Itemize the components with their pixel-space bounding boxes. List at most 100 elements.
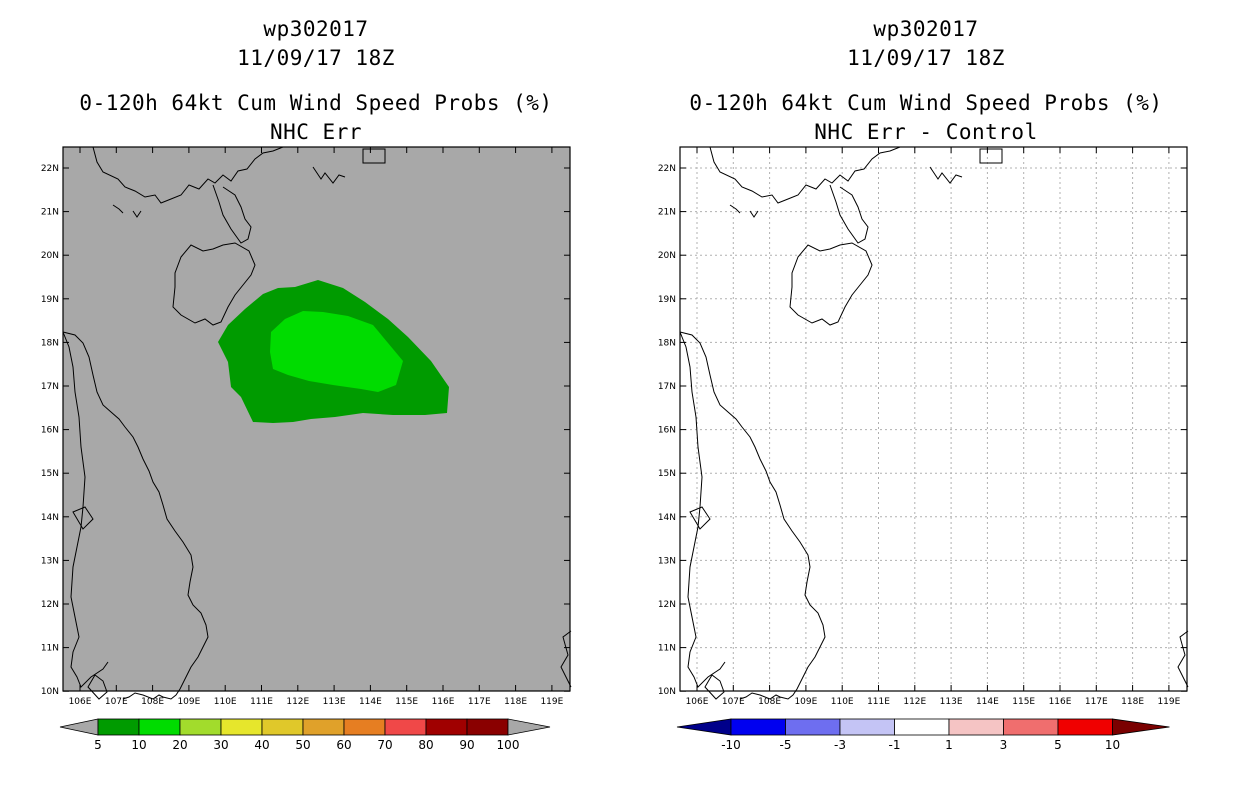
right-colorbar-swatch (730, 718, 786, 736)
lat-label: 17N (41, 382, 59, 392)
lon-label: 119E (540, 697, 563, 707)
lon-label: 111E (250, 697, 273, 707)
left-axis-ticks (63, 147, 570, 692)
left-colorbar-label: 5 (94, 738, 102, 752)
lat-label: 10N (658, 687, 676, 697)
right-axis-ticks (680, 147, 1187, 692)
left-colorbar-label: 50 (295, 738, 310, 752)
left-map: 106E 107E 108E 109E 110E 111E 112E 113E 114E 115E… (41, 146, 572, 707)
lon-label: 110E (214, 697, 237, 707)
lon-label: 117E (1085, 697, 1108, 707)
left-colorbar-label: 70 (377, 738, 392, 752)
lat-label: 10N (41, 687, 59, 697)
right-colorbar-label: -10 (721, 738, 741, 752)
lat-label: 20N (41, 251, 59, 261)
right-lon-labels: 106E 107E 108E 109E 110E 111E 112E 113E 114E 115E… (686, 697, 1181, 707)
right-colorbar-swatch (1057, 718, 1113, 736)
left-colorbar-swatch (343, 718, 386, 736)
lon-label: 119E (1157, 697, 1180, 707)
lat-label: 11N (658, 644, 676, 654)
left-colorbar-swatch (97, 718, 140, 736)
left-probability-field (218, 280, 449, 423)
lat-label: 17N (658, 382, 676, 392)
lon-label: 116E (432, 697, 455, 707)
lon-label: 106E (686, 697, 709, 707)
right-panel-title: wp302017 11/09/17 18Z 0-120h 64kt Cum Wi… (646, 15, 1206, 147)
lat-label: 16N (41, 426, 59, 436)
lon-label: 113E (940, 697, 963, 707)
left-colorbar-over-arrow (507, 718, 551, 736)
lat-label: 16N (658, 426, 676, 436)
lon-label: 117E (468, 697, 491, 707)
lat-label: 14N (41, 513, 59, 523)
lat-label: 21N (41, 208, 59, 218)
left-colorbar-swatch (384, 718, 427, 736)
left-colorbar-label: 30 (213, 738, 228, 752)
left-prob-contour-10 (270, 311, 403, 392)
left-colorbar-label: 40 (254, 738, 269, 752)
right-gridlines (680, 147, 1187, 691)
right-map: 106E 107E 108E 109E 110E 111E 112E 113E 114E 115E… (658, 146, 1189, 707)
right-colorbar-swatch (785, 718, 841, 736)
lat-label: 11N (41, 644, 59, 654)
lat-label: 12N (658, 600, 676, 610)
lon-label: 112E (903, 697, 926, 707)
right-colorbar: -10 -5 -3 -1 1 3 5 10 (676, 718, 1170, 752)
left-panel-title: wp302017 11/09/17 18Z 0-120h 64kt Cum Wi… (36, 15, 596, 147)
left-colorbar-swatch (261, 718, 304, 736)
lon-label: 114E (359, 697, 382, 707)
lat-label: 15N (41, 469, 59, 479)
right-subtitle: NHC Err - Control (814, 120, 1038, 144)
lat-label: 22N (658, 164, 676, 174)
lon-label: 108E (758, 697, 781, 707)
left-storm-id: wp302017 (263, 17, 369, 41)
left-colorbar-label: 80 (418, 738, 433, 752)
right-product-title: 0-120h 64kt Cum Wind Speed Probs (%) (689, 91, 1163, 115)
right-colorbar-swatch (1003, 718, 1059, 736)
lon-label: 106E (69, 697, 92, 707)
right-colorbar-swatch (948, 718, 1004, 736)
lon-label: 115E (1012, 697, 1035, 707)
lat-label: 22N (41, 164, 59, 174)
left-colorbar: 5 10 20 30 40 50 60 70 80 90 100 (59, 718, 551, 752)
left-colorbar-swatch (302, 718, 345, 736)
lon-label: 113E (323, 697, 346, 707)
lat-label: 18N (41, 338, 59, 348)
lon-label: 109E (794, 697, 817, 707)
lat-label: 21N (658, 208, 676, 218)
lon-label: 115E (395, 697, 418, 707)
lon-label: 109E (177, 697, 200, 707)
right-datetime: 11/09/17 18Z (847, 46, 1005, 70)
right-colorbar-label: -3 (834, 738, 846, 752)
right-colorbar-label: 10 (1105, 738, 1120, 752)
right-colorbar-label: 1 (945, 738, 953, 752)
left-colorbar-label: 90 (459, 738, 474, 752)
right-colorbar-label: 3 (1000, 738, 1008, 752)
left-colorbar-label: 20 (172, 738, 187, 752)
left-product-title: 0-120h 64kt Cum Wind Speed Probs (%) (79, 91, 553, 115)
right-colorbar-under-arrow (676, 718, 732, 736)
right-colorbar-over-arrow (1112, 718, 1170, 736)
lat-label: 19N (41, 295, 59, 305)
left-colorbar-swatch (425, 718, 468, 736)
left-colorbar-label: 10 (131, 738, 146, 752)
lon-label: 116E (1049, 697, 1072, 707)
lat-label: 14N (658, 513, 676, 523)
lat-label: 13N (658, 556, 676, 566)
left-colorbar-swatch (179, 718, 222, 736)
left-colorbar-swatch (138, 718, 181, 736)
left-map-background (63, 147, 570, 691)
right-colorbar-label: 5 (1054, 738, 1062, 752)
left-colorbar-swatch (220, 718, 263, 736)
lon-label: 112E (286, 697, 309, 707)
left-colorbar-swatch (466, 718, 509, 736)
left-colorbar-label: 100 (497, 738, 520, 752)
lat-label: 15N (658, 469, 676, 479)
right-lat-labels: 22N 21N 20N 19N 18N 17N 16N 15N 14N 13N 12N 11N 10N (658, 164, 676, 697)
lon-label: 118E (504, 697, 527, 707)
lon-label: 111E (867, 697, 890, 707)
right-colorbar-swatch (839, 718, 895, 736)
left-lon-labels: 106E 107E 108E 109E 110E 111E 112E 113E 114E 115E… (69, 697, 564, 707)
right-map-background (680, 147, 1187, 691)
